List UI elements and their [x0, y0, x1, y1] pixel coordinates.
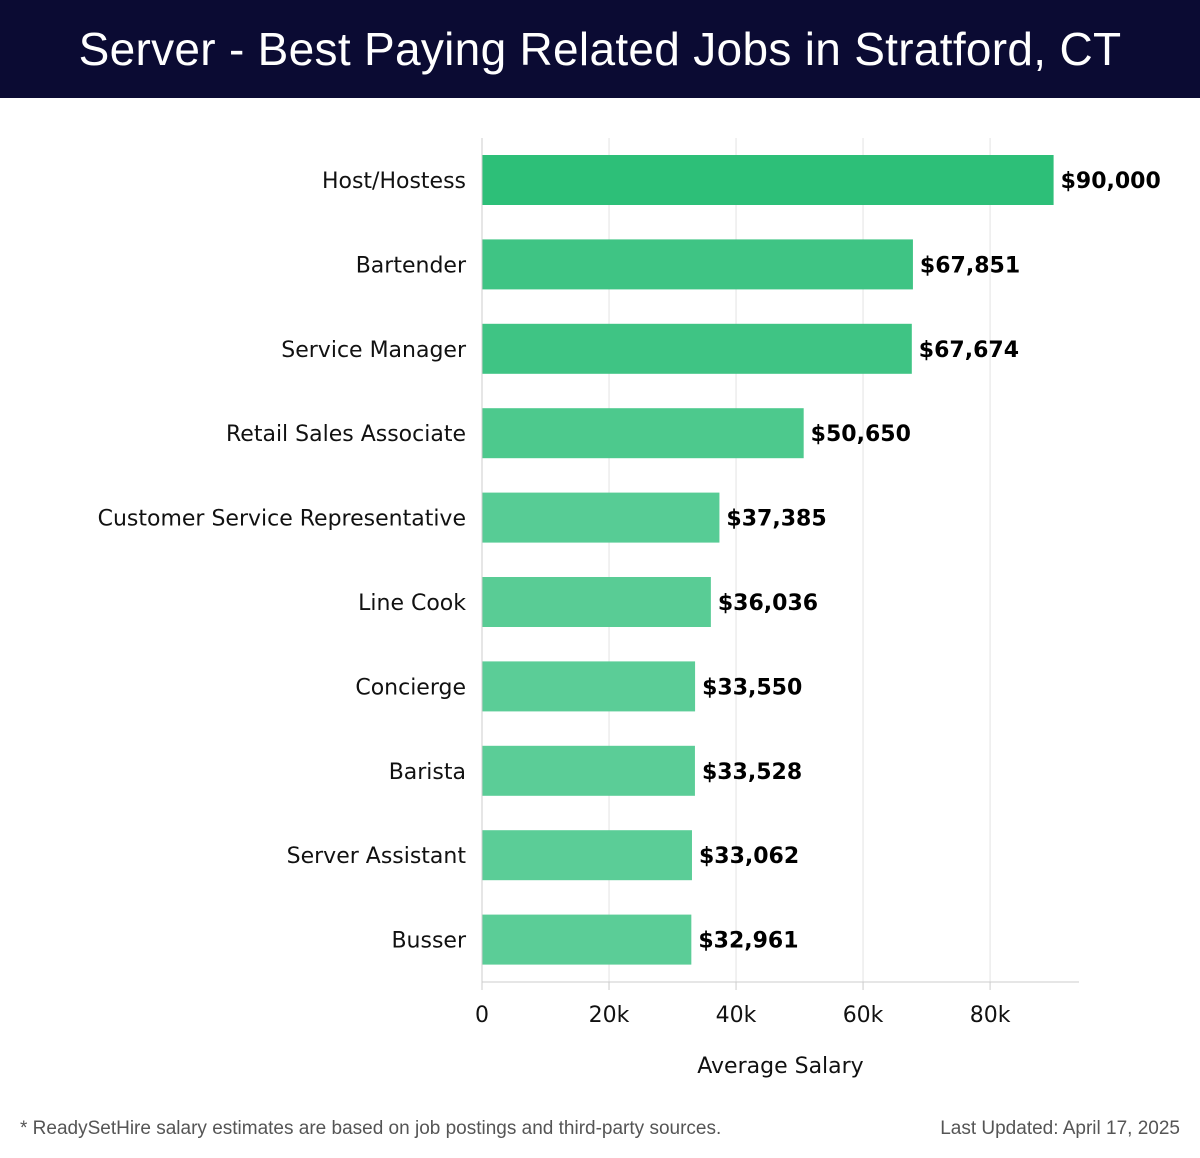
value-label: $67,674	[919, 338, 1019, 363]
last-updated: Last Updated: April 17, 2025	[940, 1118, 1180, 1139]
value-label: $50,650	[811, 422, 911, 447]
x-tick-label: 0	[475, 1003, 489, 1028]
bar	[482, 323, 912, 374]
bar	[482, 914, 692, 965]
x-tick-label: 80k	[970, 1003, 1011, 1028]
footnote: * ReadySetHire salary estimates are base…	[20, 1118, 722, 1139]
category-label: Server Assistant	[287, 844, 467, 869]
chart-header: Server - Best Paying Related Jobs in Str…	[0, 0, 1200, 98]
value-labels: $90,000 $67,851 $67,674 $50,650 $37,385 $36,0…	[698, 169, 1160, 954]
bar-chart: Host/Hostess Bartender Service Manager Reta…	[98, 138, 1161, 1079]
bars	[482, 155, 1054, 965]
category-label: Concierge	[355, 675, 466, 700]
x-tick-label: 60k	[843, 1003, 884, 1028]
bar	[482, 830, 692, 881]
category-label: Host/Hostess	[322, 169, 466, 194]
category-label: Service Manager	[281, 338, 467, 363]
category-labels: Host/Hostess Bartender Service Manager Reta…	[98, 169, 467, 954]
bar	[482, 492, 720, 543]
value-label: $37,385	[726, 507, 826, 532]
chart-title: Server - Best Paying Related Jobs in Str…	[78, 23, 1122, 75]
value-label: $33,528	[702, 760, 802, 785]
value-label: $90,000	[1061, 169, 1161, 194]
bar	[482, 577, 711, 627]
x-axis: 0 20k 40k 60k 80k	[475, 138, 1079, 1028]
x-axis-label: Average Salary	[697, 1054, 863, 1079]
value-label: $33,062	[699, 844, 799, 869]
bar	[482, 408, 804, 459]
value-label: $67,851	[920, 253, 1020, 278]
value-label: $36,036	[718, 591, 818, 616]
category-label: Bartender	[356, 253, 467, 278]
x-tick-label: 20k	[589, 1003, 630, 1028]
x-tick-label: 40k	[716, 1003, 757, 1028]
value-label: $33,550	[702, 675, 802, 700]
category-label: Retail Sales Associate	[226, 422, 466, 447]
bar	[482, 661, 696, 712]
category-label: Line Cook	[358, 591, 466, 616]
category-label: Busser	[391, 929, 466, 954]
bar	[482, 155, 1054, 205]
category-label: Customer Service Representative	[98, 507, 466, 532]
bar	[482, 239, 913, 290]
category-label: Barista	[389, 760, 466, 785]
value-label: $32,961	[698, 929, 798, 954]
bar	[482, 745, 695, 796]
